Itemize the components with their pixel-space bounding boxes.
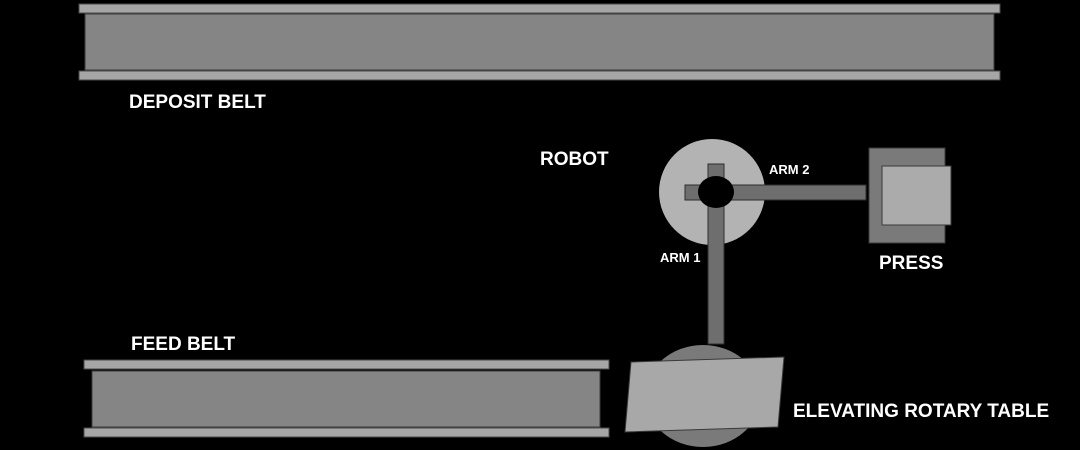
feed-belt-bottom-rail: [83, 427, 610, 438]
press-label: PRESS: [879, 253, 943, 274]
press-die: [881, 165, 952, 226]
arm-1-label: ARM 1: [660, 250, 700, 265]
feed-belt-top-rail: [83, 359, 610, 370]
feed-belt: [83, 359, 610, 438]
deposit-belt-top-rail: [78, 3, 1001, 14]
elevating-rotary-table: [624, 345, 785, 447]
robot-label: ROBOT: [540, 149, 609, 170]
feed-belt-body: [91, 370, 601, 428]
deposit-belt-body: [84, 13, 995, 71]
robot-joint: [698, 176, 734, 208]
robot-arm-1: [707, 163, 725, 345]
deposit-belt: [78, 3, 1001, 81]
robot: [659, 139, 867, 345]
feed-belt-label: FEED BELT: [131, 334, 236, 355]
press: [868, 147, 952, 244]
rotary-table-top: [624, 356, 785, 433]
deposit-belt-label: DEPOSIT BELT: [129, 92, 266, 113]
elevating-rotary-table-label: ELEVATING ROTARY TABLE: [793, 401, 1049, 422]
arm-2-label: ARM 2: [769, 162, 809, 177]
deposit-belt-bottom-rail: [78, 70, 1001, 81]
